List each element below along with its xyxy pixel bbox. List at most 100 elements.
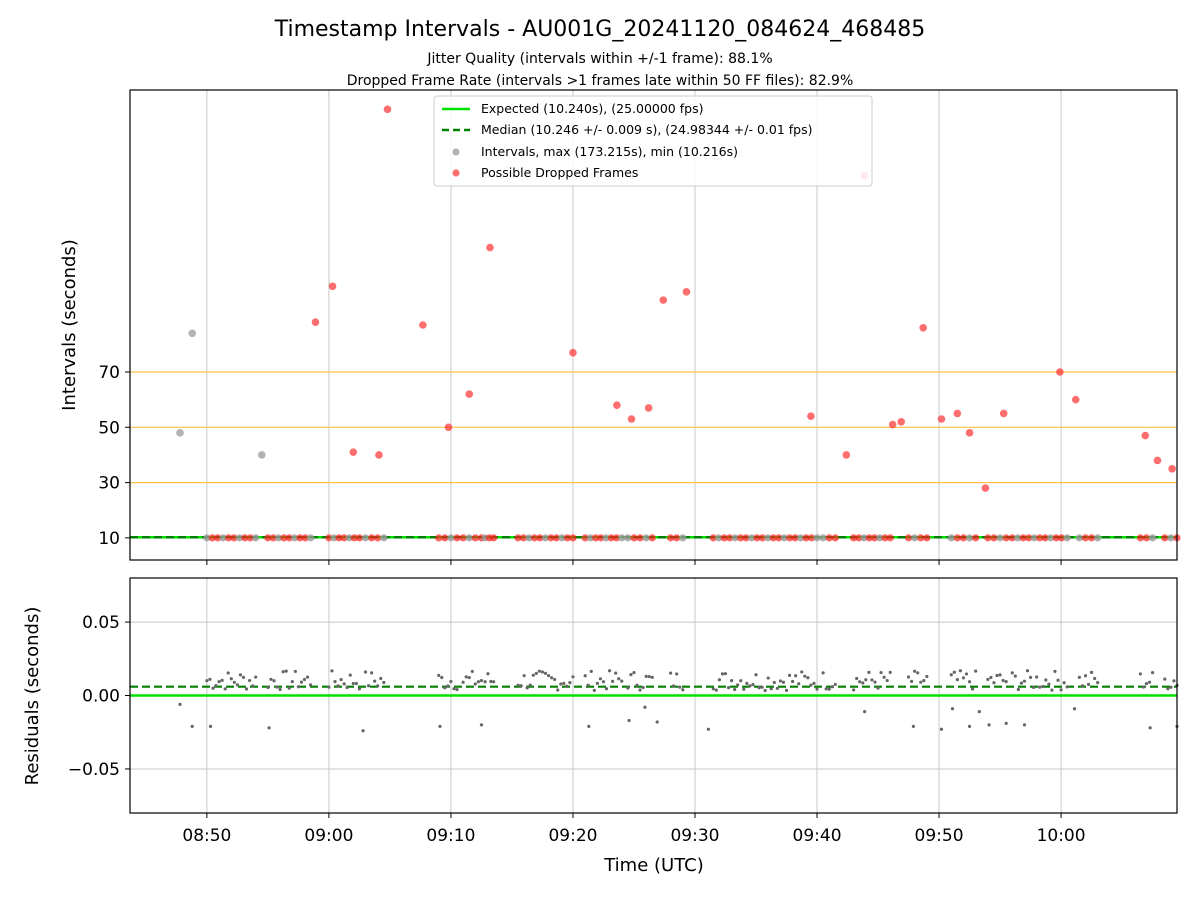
residual-point [1022,679,1027,683]
dropped-frame-point-5 [419,321,427,329]
residual-outlier-point-0 [178,702,182,706]
baseline-interval-point [541,534,550,542]
residual-point [861,681,865,685]
residual-point [379,676,383,681]
residual-point [537,669,542,673]
residual-point [553,677,557,682]
residual-point [370,671,374,675]
residual-point [961,676,966,680]
baseline-interval-point [1075,534,1083,542]
residual-point [641,685,645,690]
baseline-interval-point [1148,534,1157,542]
residual-point [626,686,630,690]
residual-point [345,685,349,690]
baseline-interval-point [285,534,293,542]
dropped-frame-point-7 [465,390,474,398]
residual-point [803,674,807,678]
residual-point [1141,685,1146,689]
dropped-frame-point-11 [627,415,636,423]
residual-point [995,673,999,678]
baseline-interval-point [1142,534,1151,542]
baseline-interval-point [530,534,539,542]
residual-point [1016,687,1020,692]
dropped-frame-point-18 [888,420,897,429]
baseline-interval-point [1002,534,1010,542]
residual-point [366,684,371,688]
residual-point [873,680,877,684]
x-tick-label-6: 09:50 [915,826,964,846]
residual-point [254,675,258,679]
residual-point [1138,672,1142,676]
residual-point [1013,674,1017,678]
intervals-ytick-label-1: 30 [98,474,120,494]
baseline-interval-point [525,534,533,542]
baseline-interval-point [290,534,299,542]
residual-point [723,672,728,676]
baseline-interval-point [241,534,249,542]
residual-point [382,680,386,685]
residual-outlier-point-2 [208,724,213,728]
residual-point [876,686,880,690]
residual-point [909,679,914,683]
residual-point [214,684,218,688]
baseline-interval-point [552,534,561,542]
residual-point [824,687,828,691]
residual-point [489,679,493,684]
baseline-interval-point [802,534,810,542]
baseline-interval-point [380,534,388,542]
residual-point [644,674,648,678]
baseline-interval-point [361,534,370,542]
baseline-interval-point [780,534,788,542]
chart-title: Timestamp Intervals - AU001G_20241120_08… [274,17,926,42]
residual-point [443,686,447,690]
residual-point [784,688,789,692]
residual-point [229,677,233,681]
baseline-interval-point [1167,534,1175,542]
dropped-frame-point-8 [486,243,494,252]
residual-point [467,675,471,680]
residual-point [452,687,456,691]
residual-point [479,679,484,683]
baseline-interval-point [607,534,615,542]
residual-point [769,687,773,691]
residual-point [607,669,612,673]
residual-point [971,687,975,691]
residual-point [711,687,715,691]
baseline-interval-point [1052,534,1060,542]
intervals-ytick-label-2: 50 [98,418,120,438]
residual-point [226,671,230,675]
residual-point [1093,676,1097,681]
residual-point [565,684,569,688]
dropped-frame-point-15 [807,412,815,421]
baseline-interval-point [1047,534,1055,542]
residual-point [309,683,313,687]
residual-point [559,682,563,686]
intervals-x-tick-marks [206,560,1062,565]
residuals-ytick-label-1: 0.00 [82,687,120,707]
residual-point [586,683,590,687]
baseline-interval-point [825,534,833,542]
residual-point [290,680,294,684]
residual-point [437,673,441,677]
baseline-interval-point [618,534,626,542]
baseline-interval-point [886,534,894,542]
residual-point [1065,685,1069,689]
residual-point [205,679,209,683]
residual-point [1089,670,1094,674]
residual-outlier-point-12 [863,710,867,714]
residual-point [766,676,770,680]
legend-dropped-swatch [452,169,460,177]
x-tick-label-0: 08:50 [182,826,231,846]
residual-point [550,676,554,680]
intervals-y-axis-label: Intervals (seconds) [59,239,80,411]
baseline-interval-point [471,534,479,542]
residual-point [986,677,990,682]
x-axis-label: Time (UTC) [603,855,704,876]
baseline-interval-point [447,534,455,542]
residuals-x-ticks: 08:50 09:00 09:10 09:20 09:30 09:40 09:50 10:00 [182,813,1086,846]
residual-point [470,669,474,674]
residual-point [717,678,721,682]
residual-point [598,677,603,681]
residual-point [351,681,355,686]
threshold-lines [130,371,1177,484]
